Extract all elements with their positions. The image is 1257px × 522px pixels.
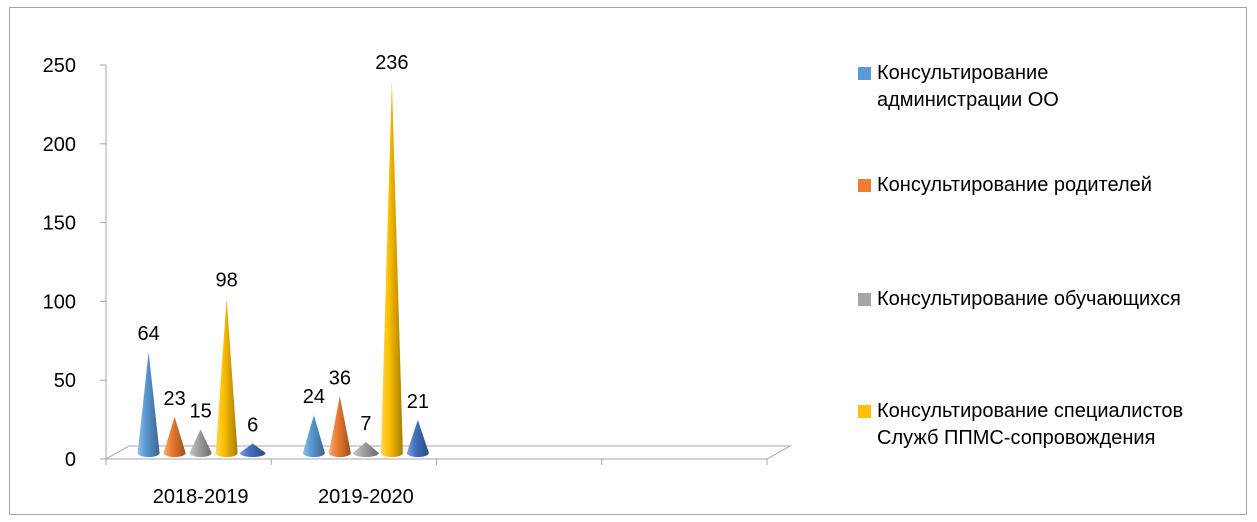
x-tick-label: 2019-2020 [318, 486, 414, 508]
cone-chart: 0 50 100 150 200 250 2018-2019 2019-2020 64 24 23… [43, 52, 792, 508]
legend-label-parents: Консультирование родителей [877, 174, 1152, 196]
chart-frame: 0 50 100 150 200 250 2018-2019 2019-2020 64 24 23… [9, 7, 1247, 515]
cone-0-0 [137, 352, 160, 457]
legend: Консультирование администрации ОО Консул… [858, 8, 1257, 508]
legend-item-specialists: Консультирование специалистов Служб ППМС… [858, 398, 1183, 452]
data-label: 23 [164, 388, 186, 410]
cone-3-0 [215, 298, 238, 457]
floor [104, 445, 792, 460]
data-label: 36 [329, 367, 351, 389]
legend-item-parents: Консультирование родителей [858, 172, 1152, 199]
data-label: 236 [375, 52, 408, 74]
cone-3-1 [380, 81, 403, 458]
legend-item-admin: Консультирование администрации ОО [858, 60, 1059, 114]
legend-item-students: Консультирование обучающихся [858, 286, 1181, 313]
cone-2-1 [352, 441, 379, 457]
cone-4-0 [239, 443, 266, 457]
y-tick-label: 250 [43, 55, 76, 77]
cone-2-0 [189, 429, 212, 457]
data-label: 98 [216, 270, 238, 292]
cone-1-1 [328, 396, 351, 457]
cone-0-1 [302, 415, 325, 457]
cone-4-1 [406, 419, 429, 457]
legend-swatch-admin [858, 67, 871, 80]
legend-label-specialists: Консультирование специалистов Служб ППМС… [877, 400, 1184, 449]
data-label: 21 [407, 391, 429, 413]
legend-swatch-students [858, 293, 871, 306]
cone-1-0 [163, 416, 186, 457]
y-tick-label: 150 [43, 213, 76, 235]
y-tick-label: 200 [43, 134, 76, 156]
data-label: 7 [360, 413, 371, 435]
data-label: 24 [303, 386, 325, 408]
y-tick-label: 50 [54, 370, 76, 392]
y-tick-label: 0 [65, 449, 76, 471]
legend-swatch-parents [858, 179, 871, 192]
legend-label-admin: Консультирование администрации ОО [877, 62, 1059, 111]
x-tick-label: 2018-2019 [153, 486, 249, 508]
data-label: 15 [190, 400, 212, 422]
data-label: 6 [247, 415, 258, 437]
data-label: 64 [138, 323, 160, 345]
legend-label-students: Консультирование обучающихся [877, 288, 1181, 310]
y-tick-label: 100 [43, 291, 76, 313]
legend-swatch-specialists [858, 405, 871, 418]
